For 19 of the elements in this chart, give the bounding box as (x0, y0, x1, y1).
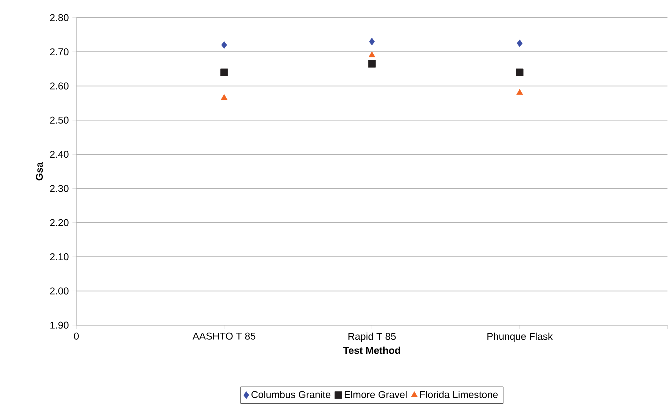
legend-label: Elmore Gravel (345, 391, 407, 398)
legend-label: Columbus Granite (252, 391, 331, 398)
y-tick-label: 2.30 (50, 185, 69, 192)
y-tick-label: 2.60 (50, 82, 69, 90)
y-axis-title: Gsa (36, 162, 44, 181)
legend-label: Florida Limestone (420, 391, 498, 398)
y-tick-label: 2.70 (50, 48, 69, 56)
y-tick-label: 2.10 (50, 254, 69, 261)
x-tick-label: AASHTO T 85 (192, 332, 256, 340)
y-tick-label: 2.20 (50, 219, 69, 226)
x-tick-label: Rapid T 85 (348, 332, 396, 342)
y-tick-label: 2.40 (50, 151, 69, 158)
y-tick-label: 2.50 (50, 116, 69, 124)
x-axis-title: Test Method (343, 346, 400, 354)
x-tick-label: 0 (74, 332, 80, 340)
y-tick-label: 2.80 (50, 14, 69, 22)
y-tick-label: 1.90 (50, 322, 69, 329)
y-tick-label: 2.00 (50, 288, 69, 295)
x-tick-label: Phunque Flask (488, 332, 553, 342)
